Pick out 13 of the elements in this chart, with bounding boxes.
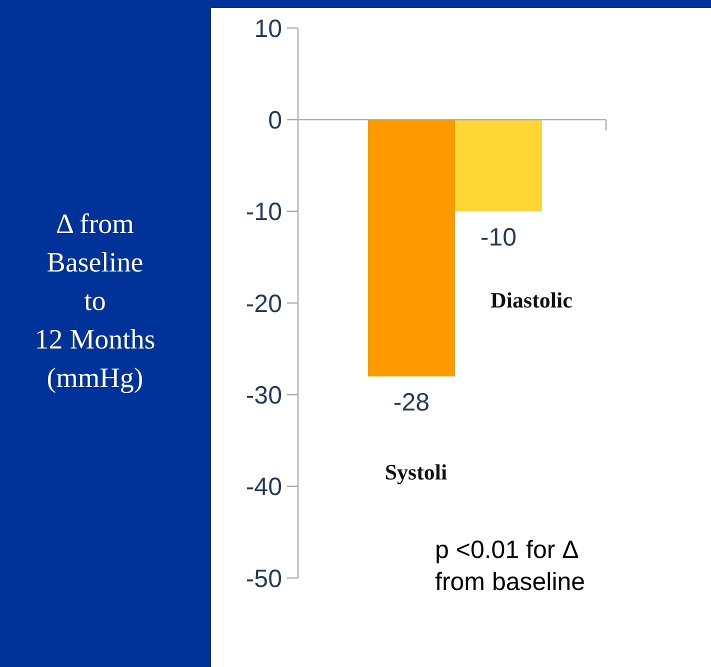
y-tick-label: -20 xyxy=(246,290,282,318)
y-tick-label: -50 xyxy=(246,564,282,593)
data-label: -28 xyxy=(393,388,430,416)
data-label: -10 xyxy=(480,223,517,252)
annotation: p <0.01 for Δ from baseline xyxy=(435,536,586,596)
y-tick-label: -10 xyxy=(246,198,282,226)
y-tick-label: 0 xyxy=(268,106,282,134)
y-tick-label: 10 xyxy=(254,14,282,43)
x-tick-label: Systoli xyxy=(384,459,448,484)
y-tick-label: -40 xyxy=(246,473,282,502)
y-tick-label: -30 xyxy=(246,381,282,410)
x-tick-label: Diastolic xyxy=(490,287,573,312)
y-axis-title: Δ from Baseline to 12 Months (mmHg) xyxy=(34,209,156,394)
